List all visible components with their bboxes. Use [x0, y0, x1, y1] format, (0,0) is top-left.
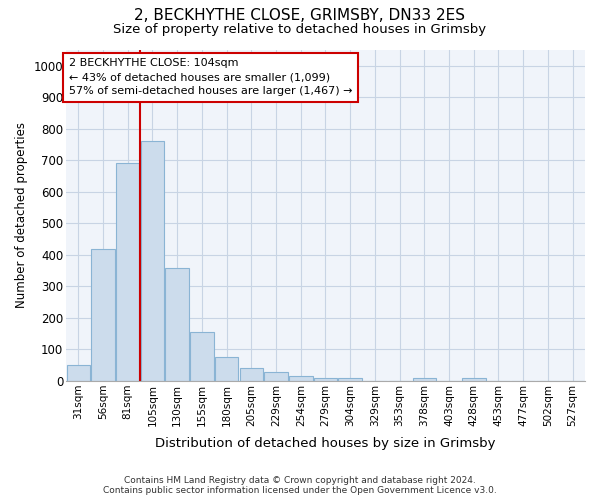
Text: Contains HM Land Registry data © Crown copyright and database right 2024.
Contai: Contains HM Land Registry data © Crown c…: [103, 476, 497, 495]
Bar: [215, 358, 238, 381]
Bar: [239, 368, 263, 381]
Bar: [91, 248, 115, 381]
Y-axis label: Number of detached properties: Number of detached properties: [15, 122, 28, 308]
Bar: [141, 142, 164, 381]
Bar: [338, 378, 362, 381]
Bar: [289, 376, 313, 381]
Bar: [190, 332, 214, 381]
X-axis label: Distribution of detached houses by size in Grimsby: Distribution of detached houses by size …: [155, 437, 496, 450]
Bar: [166, 268, 189, 381]
Bar: [413, 378, 436, 381]
Bar: [67, 365, 90, 381]
Bar: [462, 378, 485, 381]
Text: 2 BECKHYTHE CLOSE: 104sqm
← 43% of detached houses are smaller (1,099)
57% of se: 2 BECKHYTHE CLOSE: 104sqm ← 43% of detac…: [68, 58, 352, 96]
Text: 2, BECKHYTHE CLOSE, GRIMSBY, DN33 2ES: 2, BECKHYTHE CLOSE, GRIMSBY, DN33 2ES: [134, 8, 466, 22]
Text: Size of property relative to detached houses in Grimsby: Size of property relative to detached ho…: [113, 22, 487, 36]
Bar: [265, 372, 288, 381]
Bar: [314, 378, 337, 381]
Bar: [116, 164, 139, 381]
